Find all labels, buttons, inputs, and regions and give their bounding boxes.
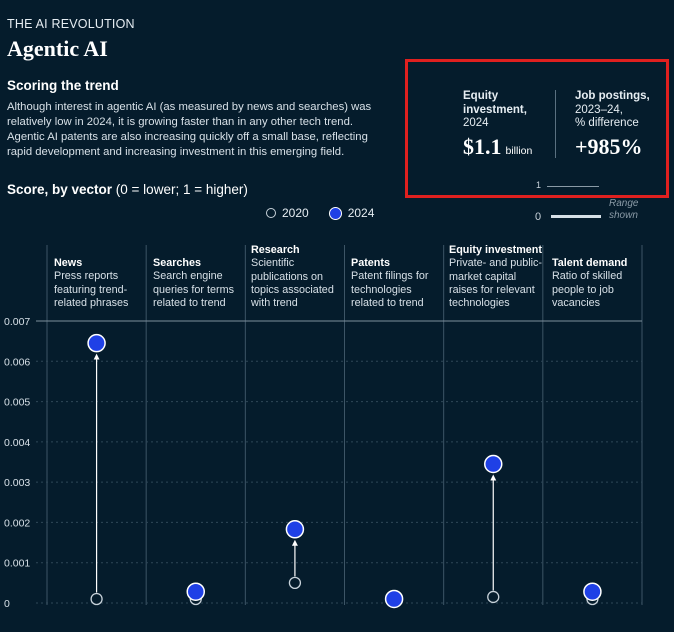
range-caption-line1: Range <box>609 198 639 209</box>
jobs-label-line3: % difference <box>575 117 639 129</box>
highlight-callout-box <box>405 59 669 198</box>
vector-description: Press reports featuring trend-related ph… <box>54 270 129 309</box>
point-2024 <box>583 582 602 601</box>
vector-header-news: News Press reports featuring trend-relat… <box>54 257 146 310</box>
vector-name: Talent demand <box>552 257 628 269</box>
vector-name: News <box>54 257 83 269</box>
point-2020 <box>487 590 500 604</box>
vector-description: Patent filings for technologies related … <box>351 270 429 309</box>
y-tick-label: 0.007 <box>4 316 30 328</box>
range-top-line <box>547 186 599 187</box>
point-2024 <box>384 589 404 609</box>
vector-header-searches: Searches Search engine queries for terms… <box>153 257 243 310</box>
point-2024 <box>484 454 503 474</box>
vector-name: Patents <box>351 257 391 269</box>
vector-description: Private- and public-market capital raise… <box>449 257 543 310</box>
intro-text: Although interest in agentic AI (as meas… <box>7 101 372 158</box>
equity-investment-label: Equity investment, 2024 <box>463 90 527 131</box>
point-2020 <box>90 592 103 606</box>
equity-value-number: $1.1 <box>463 134 502 159</box>
chart-title-bold: Score, by vector <box>7 182 113 197</box>
legend-open-circle-icon <box>266 208 276 218</box>
vector-header-research: Research Scientific publications on topi… <box>251 244 343 310</box>
equity-label-line1: Equity <box>463 90 499 102</box>
vector-header-patents: Patents Patent filings for technologies … <box>351 257 443 310</box>
vector-description: Ratio of skilled people to job vacancies <box>552 270 623 309</box>
jobs-label-line1: Job postings, <box>575 90 650 102</box>
legend-filled-circle-icon <box>328 206 342 220</box>
equity-label-year: 2024 <box>463 117 489 129</box>
vector-name: Searches <box>153 257 202 269</box>
point-2024 <box>87 333 106 353</box>
equity-investment-value: $1.1 billion <box>463 134 532 160</box>
vector-name: Equity investment <box>449 244 542 256</box>
legend-label-2024: 2024 <box>347 206 375 220</box>
range-shown-caption: Range shown <box>609 198 638 222</box>
chart-title-rest: (0 = lower; 1 = higher) <box>112 182 248 197</box>
point-2024 <box>285 520 305 539</box>
range-bottom-label: 0 <box>535 211 542 223</box>
range-top-label: 1 <box>536 180 542 190</box>
job-postings-label: Job postings, 2023–24, % difference <box>575 90 650 131</box>
vector-header-talent-demand: Talent demand Ratio of skilled people to… <box>552 257 644 310</box>
vector-name: Research <box>251 244 300 256</box>
vector-description: Scientific publications on topics associ… <box>251 257 334 310</box>
eyebrow-label: THE AI REVOLUTION <box>7 17 135 31</box>
job-postings-value: +985% <box>575 134 643 159</box>
vector-header-equity-investment: Equity investment Private- and public-ma… <box>449 244 543 310</box>
y-tick-label: 0.005 <box>4 397 30 409</box>
y-tick-label: 0.004 <box>4 437 30 449</box>
y-tick-label: 0.003 <box>4 477 30 489</box>
legend-label-2020: 2020 <box>282 206 309 220</box>
equity-label-line2: investment, <box>463 103 527 116</box>
point-2020 <box>288 576 302 590</box>
jobs-label-line2: 2023–24, <box>575 103 623 116</box>
y-tick-label: 0.006 <box>4 356 30 368</box>
y-tick-label: 0.002 <box>4 517 30 529</box>
point-2024 <box>186 582 205 601</box>
y-tick-label: 0 <box>4 598 10 610</box>
chart-title: Score, by vector (0 = lower; 1 = higher) <box>7 182 248 197</box>
vector-description: Search engine queries for terms related … <box>153 270 235 309</box>
y-tick-label: 0.001 <box>4 558 30 570</box>
equity-value-unit: billion <box>505 145 533 157</box>
range-caption-line2: shown <box>609 210 638 221</box>
chart-legend: 2020 2024 <box>266 206 374 220</box>
callout-divider <box>555 90 556 158</box>
section-heading: Scoring the trend <box>7 78 119 93</box>
range-bottom-line <box>551 215 601 218</box>
page-title: Agentic AI <box>7 36 108 61</box>
